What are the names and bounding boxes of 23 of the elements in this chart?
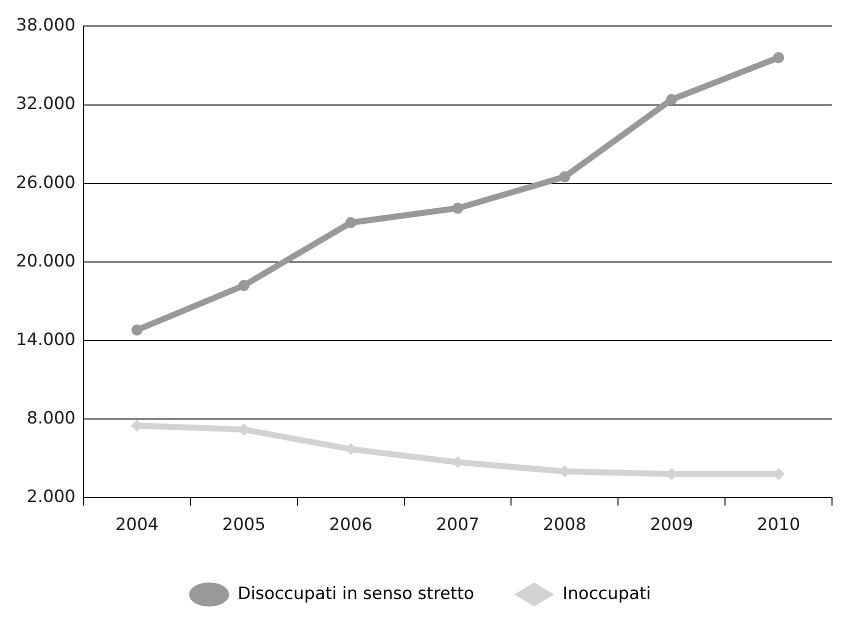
y-tick-label: 32.000: [16, 94, 76, 114]
y-tick-label: 14.000: [16, 330, 76, 350]
point: [773, 52, 784, 64]
point: [238, 280, 250, 291]
x-tick-label: 2010: [756, 515, 800, 536]
y-tick-label: 26.000: [16, 172, 76, 193]
y-tick-label: 38.000: [16, 16, 76, 36]
y-tick-label: 20.000: [16, 251, 76, 272]
y-tick-label: 2.000: [26, 487, 76, 508]
x-tick-label: 2006: [329, 515, 372, 536]
x-tick-label: 2008: [543, 515, 586, 536]
point: [559, 171, 570, 182]
x-tick-label: 2007: [436, 515, 480, 536]
point: [131, 324, 142, 336]
x-tick-label: 2004: [115, 515, 159, 536]
y-tick-label: 8.000: [26, 408, 76, 428]
x-tick-label: 2009: [650, 515, 694, 536]
legend-label: Inoccupati: [562, 584, 651, 604]
point: [345, 217, 356, 228]
point: [666, 94, 678, 106]
x-tick-label: 2005: [222, 515, 266, 536]
point: [452, 202, 464, 214]
legend-label: Disoccupati in senso stretto: [238, 584, 474, 604]
